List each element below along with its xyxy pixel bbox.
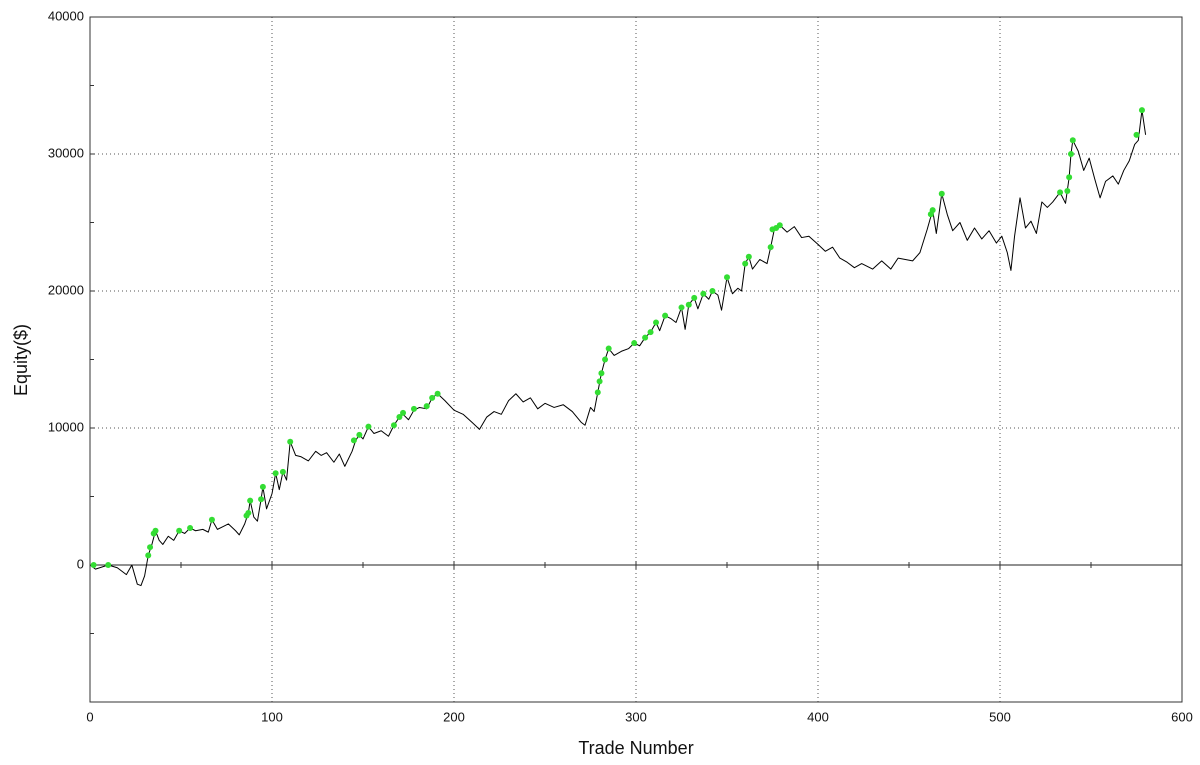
new-high-marker <box>1069 137 1076 144</box>
new-high-marker <box>724 274 730 281</box>
new-high-marker <box>147 544 154 551</box>
new-high-marker <box>272 470 279 477</box>
new-high-marker <box>691 294 698 301</box>
new-high-marker <box>631 340 638 347</box>
new-high-marker <box>396 414 403 421</box>
grid-layer <box>89 16 1183 702</box>
new-high-marker <box>247 497 254 504</box>
new-high-marker <box>742 260 749 267</box>
new-high-marker <box>105 562 112 568</box>
new-high-marker <box>390 422 397 429</box>
x-tick-label: 300 <box>625 709 647 724</box>
x-tick-label: 400 <box>807 709 829 724</box>
new-high-marker <box>145 552 152 559</box>
new-high-marker <box>1066 174 1073 181</box>
label-layer: 0 10000 20000 30000 40000 0 100 200 300 400 500 600 <box>48 8 1193 724</box>
new-high-marker <box>647 329 654 336</box>
new-high-marker <box>767 244 774 251</box>
new-high-marker <box>938 190 945 197</box>
y-tick-label: 40000 <box>48 8 84 23</box>
x-tick-label: 0 <box>86 709 93 724</box>
new-high-marker <box>152 527 159 534</box>
new-high-marker <box>594 389 601 396</box>
new-high-marker <box>423 403 430 410</box>
new-high-marker <box>700 290 707 297</box>
x-tick-label: 500 <box>989 709 1011 724</box>
new-high-marker <box>929 207 936 214</box>
equity-line <box>89 109 1147 587</box>
new-high-marker <box>400 409 407 416</box>
y-tick-label: 10000 <box>48 419 84 434</box>
new-high-marker <box>434 390 441 397</box>
new-high-marker <box>596 378 603 385</box>
new-high-marker <box>258 496 265 503</box>
new-high-marker <box>259 483 266 490</box>
new-high-marker <box>678 304 685 311</box>
new-high-marker <box>662 312 669 319</box>
plot-layer <box>89 107 1147 587</box>
new-high-marker <box>245 509 252 516</box>
new-high-marker <box>602 356 609 363</box>
new-high-marker <box>287 438 294 445</box>
new-high-marker <box>776 222 783 229</box>
y-tick-label: 20000 <box>48 282 84 297</box>
new-high-marker <box>653 319 660 326</box>
x-tick-label: 100 <box>261 709 283 724</box>
new-high-marker <box>176 527 183 534</box>
new-high-marker <box>598 370 605 377</box>
new-high-marker <box>709 288 716 294</box>
new-high-marker <box>1057 189 1064 196</box>
plot-frame <box>89 16 1183 703</box>
new-high-marker <box>1064 187 1071 194</box>
new-high-marker <box>356 431 363 438</box>
y-tick-label: 30000 <box>48 145 84 160</box>
new-high-marker <box>642 334 649 341</box>
new-high-marker <box>90 562 97 568</box>
new-high-marker <box>685 301 692 308</box>
new-high-marker <box>1133 131 1140 138</box>
new-high-marker <box>365 423 372 430</box>
x-tick-label: 600 <box>1171 709 1193 724</box>
new-high-marker <box>745 253 752 260</box>
x-tick-label: 200 <box>443 709 465 724</box>
new-high-marker <box>1067 151 1074 157</box>
new-high-marker <box>350 437 357 444</box>
new-high-marker <box>429 394 436 401</box>
new-high-marker <box>279 468 286 475</box>
new-high-marker <box>187 525 194 532</box>
new-high-marker <box>605 345 612 352</box>
x-axis-title: Trade Number <box>578 738 693 758</box>
new-high-marker <box>1138 107 1145 114</box>
new-high-marker <box>208 516 215 523</box>
new-high-marker <box>410 405 417 412</box>
y-axis-title: Equity($) <box>11 324 31 396</box>
y-tick-label: 0 <box>77 556 84 571</box>
